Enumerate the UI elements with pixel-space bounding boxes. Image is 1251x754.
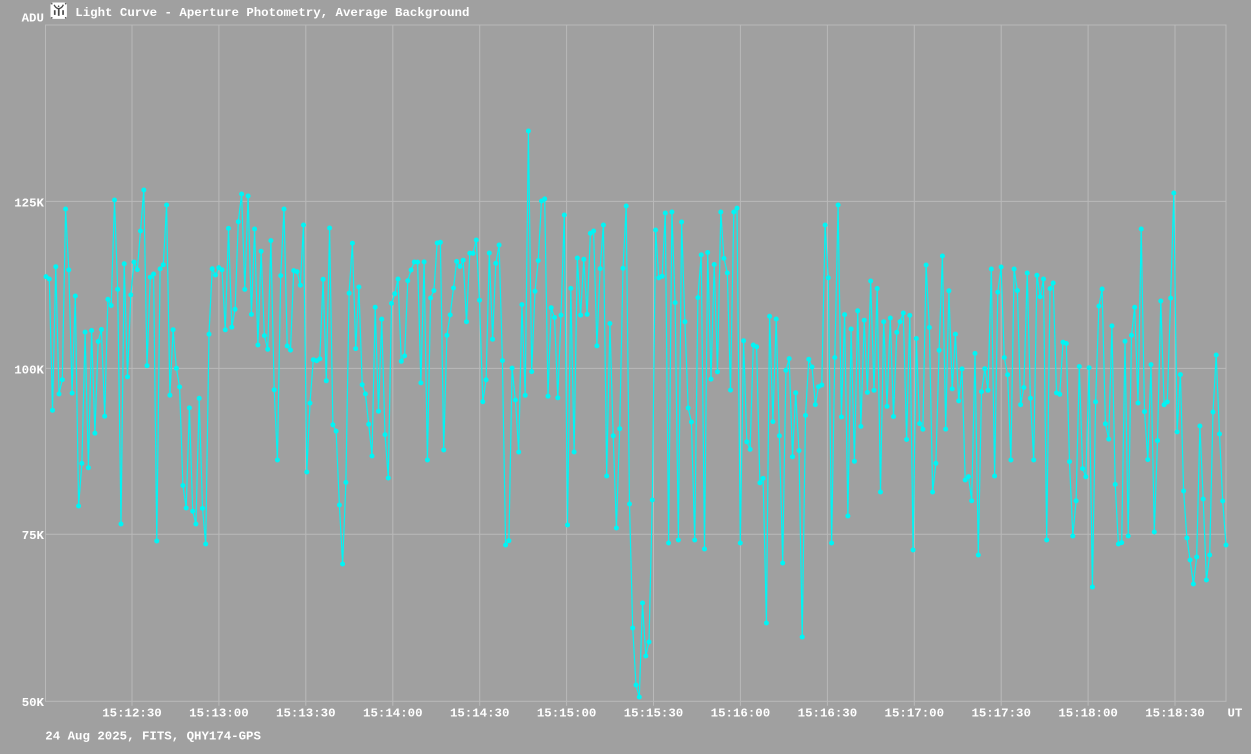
svg-text:15:15:30: 15:15:30: [624, 707, 684, 721]
svg-text:Light Curve - Aperture Photome: Light Curve - Aperture Photometry, Avera…: [75, 6, 469, 20]
svg-text:UT: UT: [1228, 707, 1243, 721]
svg-text:15:14:30: 15:14:30: [450, 707, 510, 721]
svg-text:15:13:00: 15:13:00: [189, 707, 249, 721]
svg-text:15:13:30: 15:13:30: [276, 707, 336, 721]
svg-text:15:14:00: 15:14:00: [363, 707, 423, 721]
svg-text:15:18:30: 15:18:30: [1145, 707, 1205, 721]
svg-text:100K: 100K: [14, 363, 44, 377]
svg-text:15:18:00: 15:18:00: [1058, 707, 1118, 721]
svg-text:15:17:30: 15:17:30: [971, 707, 1031, 721]
svg-text:50K: 50K: [22, 696, 45, 710]
svg-text:75K: 75K: [22, 529, 45, 543]
svg-text:24 Aug 2025, FITS, QHY174-GPS: 24 Aug 2025, FITS, QHY174-GPS: [45, 730, 261, 744]
svg-text:15:15:00: 15:15:00: [537, 707, 597, 721]
svg-text:15:16:00: 15:16:00: [711, 707, 771, 721]
svg-text:15:16:30: 15:16:30: [798, 707, 858, 721]
svg-text:15:17:00: 15:17:00: [885, 707, 945, 721]
svg-text:125K: 125K: [14, 196, 44, 210]
svg-text:ADU: ADU: [22, 11, 44, 25]
svg-text:15:12:30: 15:12:30: [102, 707, 162, 721]
